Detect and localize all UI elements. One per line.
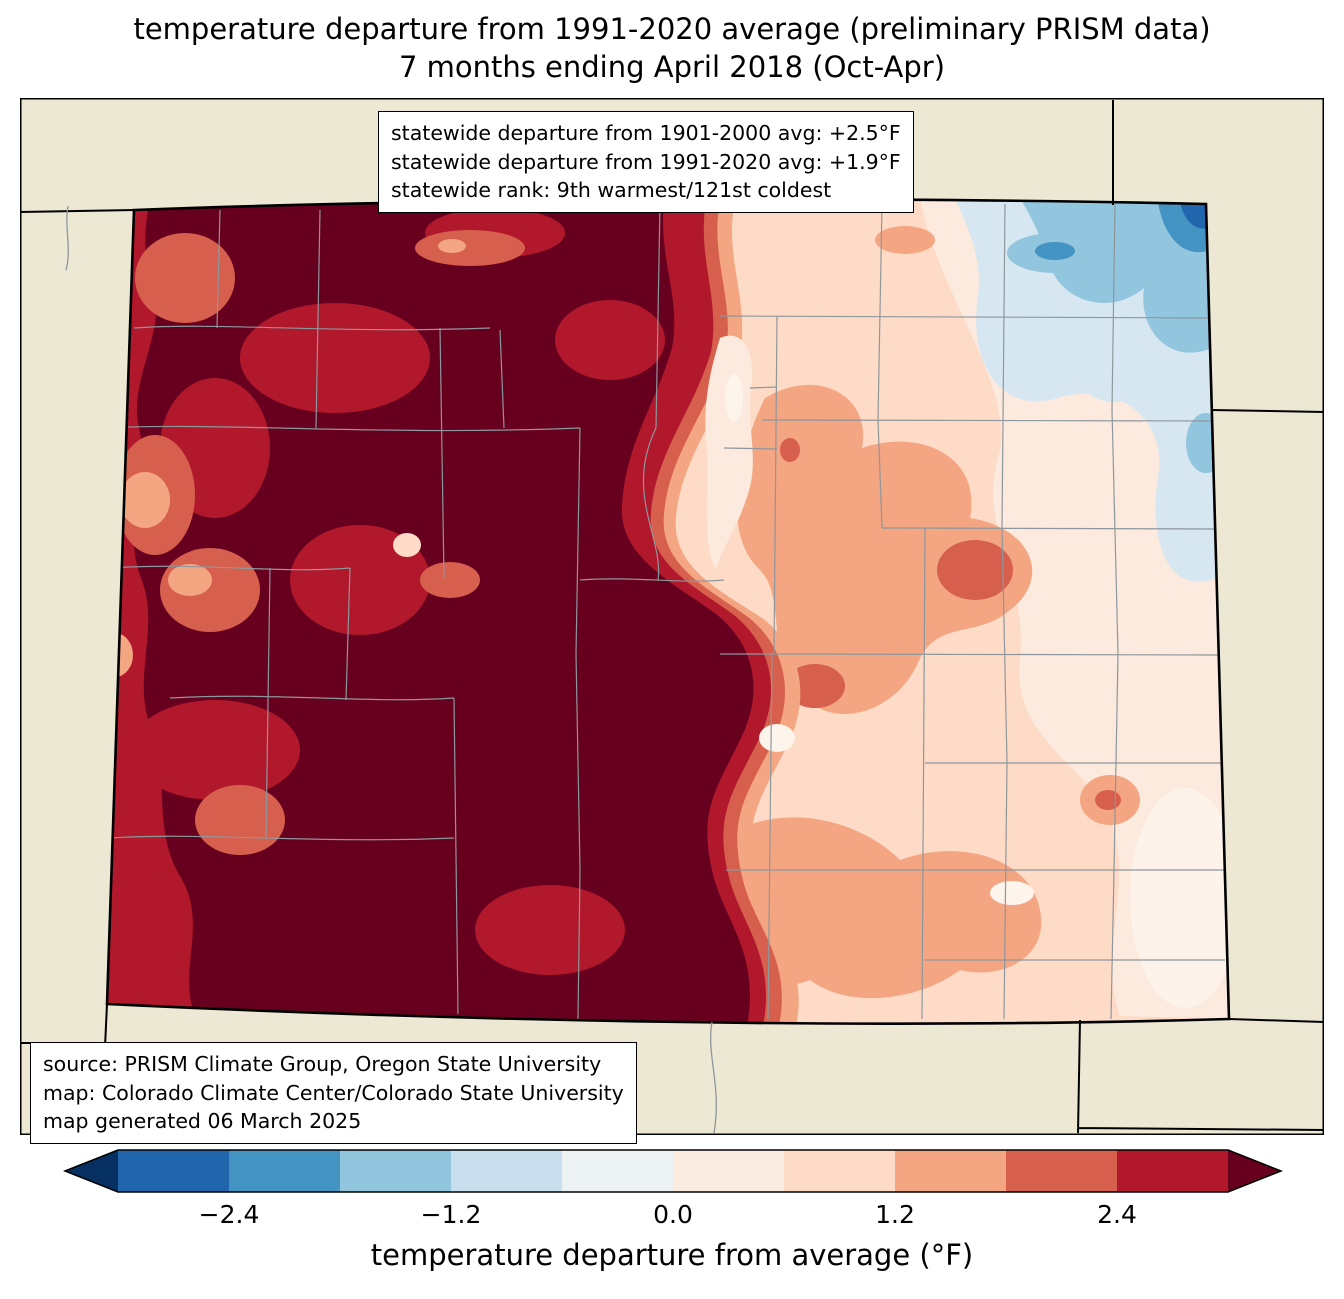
state-fill-layers bbox=[107, 199, 1229, 1024]
colorado-map bbox=[20, 98, 1324, 1135]
east-white-patch bbox=[1130, 788, 1229, 1008]
colorbar-ticks: −2.4 −1.2 0.0 1.2 2.4 bbox=[0, 1200, 1344, 1234]
colorbar-tick-3: 1.2 bbox=[875, 1200, 915, 1229]
county-boundaries bbox=[107, 203, 1225, 1020]
colorbar-tick-4: 2.4 bbox=[1097, 1200, 1137, 1229]
colorbar-axis-label: temperature departure from average (°F) bbox=[370, 1238, 974, 1272]
map-plot-area: statewide departure from 1901-2000 avg: … bbox=[20, 98, 1324, 1145]
stats-line-2: statewide departure from 1991-2020 avg: … bbox=[391, 149, 901, 174]
margin-river-lines bbox=[65, 205, 717, 1134]
plains-salmon-blob-north bbox=[736, 384, 1033, 715]
figure-title: temperature departure from 1991-2020 ave… bbox=[0, 10, 1344, 87]
colorbar-outline bbox=[62, 1149, 1284, 1193]
colorbar-svg bbox=[62, 1149, 1284, 1193]
plains-red-spot-1 bbox=[937, 540, 1013, 600]
colorbar-segment bbox=[895, 1150, 1006, 1192]
figure-title-line2: 7 months ending April 2018 (Oct-Apr) bbox=[398, 50, 946, 85]
colorbar-segment bbox=[451, 1150, 562, 1192]
colorbar-tick-1: −1.2 bbox=[420, 1200, 482, 1229]
plains-red-spot-3 bbox=[1095, 790, 1121, 810]
pale-blue-spot bbox=[1081, 358, 1149, 402]
interior-red-patch bbox=[135, 233, 235, 323]
colorbar-tick-2: 0.0 bbox=[653, 1200, 693, 1229]
colorbar-segment bbox=[562, 1150, 673, 1192]
interior-cream-spot bbox=[393, 533, 421, 557]
white-spot bbox=[990, 881, 1034, 905]
colorbar-arrow-left bbox=[65, 1150, 118, 1192]
colorbar-segment bbox=[340, 1150, 451, 1192]
colorbar bbox=[0, 1142, 1344, 1200]
salmon-top-spot bbox=[875, 226, 935, 254]
source-box: source: PRISM Climate Group, Oregon Stat… bbox=[30, 1042, 637, 1145]
colorbar-segment bbox=[784, 1150, 895, 1192]
colorbar-segment bbox=[1117, 1150, 1228, 1192]
interior-red-patch bbox=[420, 562, 480, 598]
colorbar-tick-0: −2.4 bbox=[198, 1200, 260, 1229]
interior-dark-red-patch bbox=[290, 525, 430, 635]
source-line-1: source: PRISM Climate Group, Oregon Stat… bbox=[43, 1052, 602, 1076]
colorbar-segment bbox=[673, 1150, 784, 1192]
plot-frame bbox=[20, 98, 1324, 1135]
source-line-3: map generated 06 March 2025 bbox=[43, 1109, 362, 1134]
interior-red-patch bbox=[415, 230, 525, 266]
colorbar-segment bbox=[1006, 1150, 1117, 1192]
interior-dark-red-patch bbox=[475, 885, 625, 975]
stats-line-1: statewide departure from 1901-2000 avg: … bbox=[391, 121, 901, 145]
source-line-2: map: Colorado Climate Center/Colorado St… bbox=[43, 1080, 624, 1105]
interior-dark-red-patch bbox=[555, 300, 665, 380]
colorbar-segment bbox=[118, 1150, 229, 1192]
interior-dark-red-patch bbox=[130, 700, 300, 800]
plains-salmon-blob-south bbox=[719, 817, 1042, 999]
plains-red-spot-4 bbox=[780, 438, 800, 462]
interior-salmon-patch bbox=[438, 239, 466, 253]
stats-line-3: statewide rank: 9th warmest/121st coldes… bbox=[391, 178, 832, 203]
white-spot bbox=[759, 724, 795, 752]
interior-salmon-patch bbox=[120, 472, 170, 528]
interior-salmon-patch bbox=[168, 564, 212, 596]
interior-red-patch bbox=[195, 785, 285, 855]
stats-box: statewide departure from 1901-2000 avg: … bbox=[378, 111, 914, 214]
colorbar-segment bbox=[229, 1150, 340, 1192]
white-spot bbox=[725, 374, 743, 422]
colorbar-arrow-right bbox=[1228, 1150, 1281, 1192]
interior-dark-red-patch bbox=[240, 303, 430, 413]
corner-deep-blue bbox=[1180, 202, 1209, 229]
mid-blue-spot bbox=[1035, 242, 1075, 260]
figure-title-line1: temperature departure from 1991-2020 ave… bbox=[133, 12, 1211, 46]
